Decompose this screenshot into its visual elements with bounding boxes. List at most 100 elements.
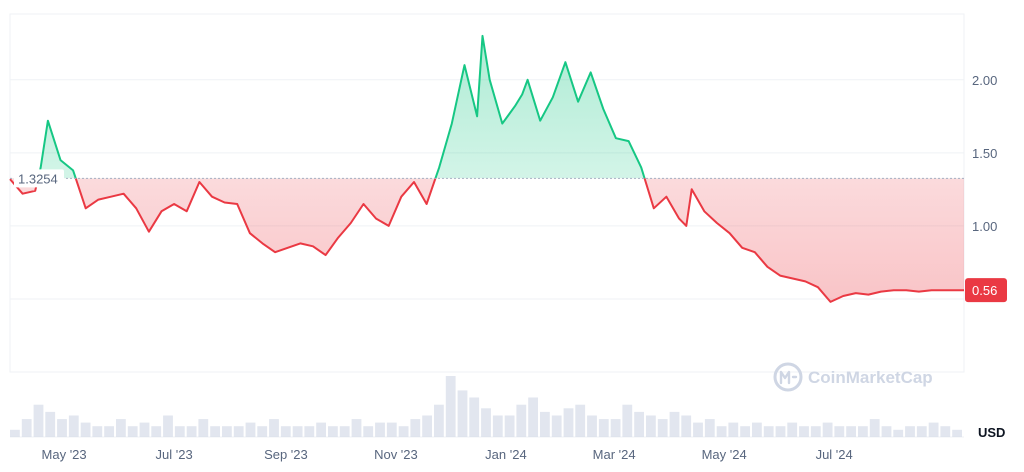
volume-bar	[646, 415, 656, 437]
volume-bar	[775, 426, 786, 437]
y-tick-label: 2.00	[972, 73, 997, 88]
volume-bar	[799, 426, 809, 437]
volume-bar	[151, 426, 162, 437]
volume-bar	[280, 426, 291, 437]
volume-bar	[693, 422, 703, 437]
volume-bar	[316, 422, 326, 437]
x-tick-label: Sep '23	[264, 447, 308, 462]
volume-bar	[716, 426, 727, 437]
volume-bar	[304, 426, 315, 437]
volume-bar	[657, 419, 668, 437]
volume-bar	[375, 422, 385, 437]
volume-bar	[351, 419, 362, 437]
x-tick-label: May '24	[702, 447, 747, 462]
volume-bar	[858, 426, 868, 437]
volume-bar	[587, 415, 597, 437]
volume-bar	[210, 426, 220, 437]
volume-bar	[928, 422, 939, 437]
volume-bar	[33, 404, 44, 437]
volume-bar	[881, 426, 892, 437]
x-tick-label: Jul '24	[816, 447, 853, 462]
volume-bar	[893, 429, 904, 437]
volume-bar	[469, 397, 480, 437]
volume-bar	[269, 419, 279, 437]
area-above-reference	[10, 35, 964, 179]
volume-bar	[116, 419, 126, 437]
volume-bar	[952, 429, 962, 437]
y-tick-label: 1.50	[972, 146, 997, 161]
volume-bar	[563, 408, 574, 437]
volume-bar	[386, 422, 397, 437]
volume-bar	[127, 426, 138, 437]
volume-bar	[704, 419, 715, 437]
volume-bar	[740, 426, 750, 437]
volume-bar	[540, 411, 550, 437]
volume-bar	[434, 404, 444, 437]
volume-bar	[905, 426, 915, 437]
volume-bar	[21, 419, 32, 437]
volume-bar	[68, 415, 79, 437]
price-lines	[9, 34, 964, 303]
reference-value-label: 1.3254	[18, 171, 58, 186]
watermark: CoinMarketCap	[773, 362, 933, 392]
volume-bar	[822, 422, 833, 437]
volume-bar	[869, 419, 880, 437]
volume-bar	[363, 426, 374, 437]
x-tick-label: Nov '23	[374, 447, 418, 462]
volume-bar	[728, 422, 739, 437]
volume-bar	[410, 419, 421, 437]
x-axis: May '23 Jul '23 Sep '23 Nov '23 Jan '24 Mar '…	[42, 447, 853, 462]
volume-bar	[763, 426, 774, 437]
coinmarketcap-logo-icon	[773, 362, 803, 392]
volume-bar	[328, 426, 338, 437]
x-tick-label: May '23	[42, 447, 87, 462]
volume-bar	[516, 404, 527, 437]
currency-unit-label: USD	[978, 425, 1005, 440]
volume-bar	[916, 426, 927, 437]
volume-bar	[339, 426, 350, 437]
y-axis: 2.00 1.50 1.00	[972, 73, 997, 234]
volume-bar	[598, 419, 609, 437]
volume-bar	[92, 426, 103, 437]
volume-bar	[233, 426, 244, 437]
volume-bar	[669, 411, 680, 437]
volume-bar	[57, 419, 67, 437]
price-line-above	[37, 34, 646, 179]
volume-bar	[481, 408, 491, 437]
watermark-text: CoinMarketCap	[808, 368, 933, 387]
reference-label: 1.3254	[14, 169, 64, 188]
volume-bar	[551, 415, 562, 437]
volume-bar	[222, 426, 232, 437]
volume-bar	[257, 426, 268, 437]
volume-bar	[940, 426, 951, 437]
volume-bar	[10, 429, 20, 437]
volume-bar	[610, 419, 621, 437]
volume-bar	[846, 426, 856, 437]
volume-bar	[457, 390, 468, 437]
volume-bar	[186, 426, 197, 437]
volume-bar	[198, 419, 209, 437]
x-tick-label: Jul '23	[156, 447, 193, 462]
volume-bar	[80, 422, 91, 437]
volume-bar	[104, 426, 114, 437]
current-price-label: 0.56	[972, 283, 997, 298]
volume-bar	[504, 415, 515, 437]
volume-bar	[292, 426, 303, 437]
volume-bars	[10, 376, 962, 437]
volume-bar	[398, 426, 409, 437]
volume-bar	[752, 422, 762, 437]
price-areas	[10, 35, 964, 302]
volume-bar	[45, 411, 56, 437]
volume-bar	[681, 415, 692, 437]
current-price-badge: 0.56	[965, 278, 1007, 303]
volume-bar	[174, 426, 185, 437]
volume-bar	[622, 404, 633, 437]
volume-bar	[834, 426, 845, 437]
price-line-below	[9, 178, 964, 303]
volume-bar	[575, 404, 586, 437]
volume-bar	[445, 376, 456, 437]
volume-bar	[163, 415, 173, 437]
area-below-reference	[10, 178, 964, 302]
volume-bar	[634, 411, 644, 437]
